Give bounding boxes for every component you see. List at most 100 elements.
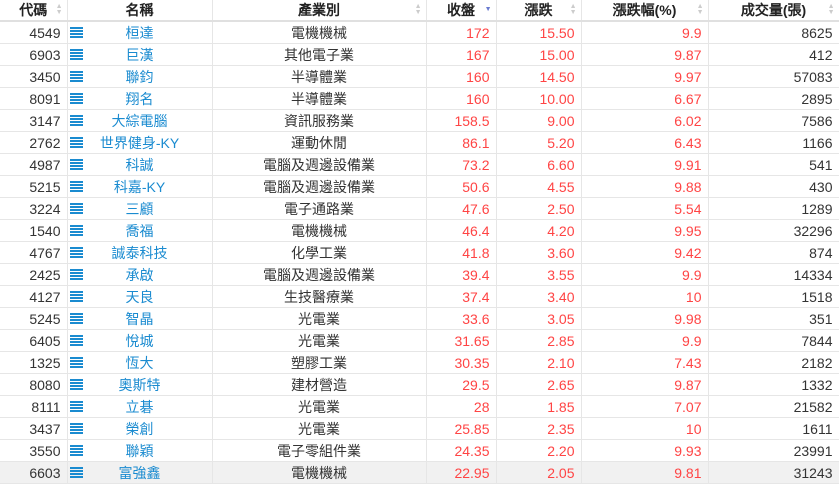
stock-name-link[interactable]: 世界健身-KY bbox=[99, 134, 180, 151]
change-percent: 9.9 bbox=[581, 329, 709, 352]
stock-name-link[interactable]: 三顧 bbox=[125, 200, 154, 217]
stock-name-link[interactable]: 誠泰科技 bbox=[111, 244, 168, 261]
list-icon[interactable] bbox=[69, 401, 83, 412]
change-percent: 9.87 bbox=[581, 43, 709, 66]
volume: 351 bbox=[708, 307, 839, 330]
close-price: 28 bbox=[426, 395, 497, 418]
price-change: 5.20 bbox=[496, 131, 582, 154]
stock-name-link[interactable]: 智晶 bbox=[125, 310, 154, 327]
stock-name-link[interactable]: 天良 bbox=[125, 288, 154, 305]
list-icon[interactable] bbox=[69, 269, 83, 280]
volume: 2895 bbox=[708, 87, 839, 110]
industry: 光電業 bbox=[212, 417, 427, 440]
list-icon[interactable] bbox=[69, 423, 83, 434]
stock-name-link[interactable]: 巨漢 bbox=[125, 46, 154, 63]
table-row: 4549 桓達 電機機械 172 15.50 9.9 8625 bbox=[0, 21, 839, 44]
list-icon[interactable] bbox=[69, 335, 83, 346]
close-price: 37.4 bbox=[426, 285, 497, 308]
volume: 57083 bbox=[708, 65, 839, 88]
list-icon[interactable] bbox=[69, 137, 83, 148]
stock-code: 3550 bbox=[0, 439, 68, 462]
industry: 化學工業 bbox=[212, 241, 427, 264]
stock-name-link[interactable]: 翔名 bbox=[125, 90, 154, 107]
list-icon[interactable] bbox=[69, 203, 83, 214]
stock-name-link[interactable]: 承啟 bbox=[125, 266, 154, 283]
list-icon[interactable] bbox=[69, 247, 83, 258]
change-percent: 9.9 bbox=[581, 21, 709, 44]
stock-name-cell: 巨漢 bbox=[67, 43, 213, 66]
stock-name-link[interactable]: 大綜電腦 bbox=[111, 112, 168, 129]
stock-code: 4767 bbox=[0, 241, 68, 264]
industry: 電子通路業 bbox=[212, 197, 427, 220]
industry: 電腦及週邊設備業 bbox=[212, 263, 427, 286]
price-change: 4.20 bbox=[496, 219, 582, 242]
industry: 光電業 bbox=[212, 307, 427, 330]
stock-name-cell: 世界健身-KY bbox=[67, 131, 213, 154]
stock-code: 5245 bbox=[0, 307, 68, 330]
list-icon[interactable] bbox=[69, 27, 83, 38]
stock-name-link[interactable]: 奧斯特 bbox=[118, 376, 161, 393]
industry: 塑膠工業 bbox=[212, 351, 427, 374]
industry: 建材營造 bbox=[212, 373, 427, 396]
table-row: 4767 誠泰科技 化學工業 41.8 3.60 9.42 874 bbox=[0, 241, 839, 264]
stock-name-link[interactable]: 恆大 bbox=[125, 354, 154, 371]
list-icon[interactable] bbox=[69, 467, 83, 478]
table-row: 6903 巨漢 其他電子業 167 15.00 9.87 412 bbox=[0, 43, 839, 66]
header-close[interactable]: 收盤 ▼ bbox=[426, 0, 497, 22]
list-icon[interactable] bbox=[69, 71, 83, 82]
close-price: 22.95 bbox=[426, 461, 497, 484]
table-row: 3450 聯鈞 半導體業 160 14.50 9.97 57083 bbox=[0, 65, 839, 88]
stock-code: 5215 bbox=[0, 175, 68, 198]
stock-name-link[interactable]: 科誠 bbox=[125, 156, 154, 173]
stock-name-link[interactable]: 聯穎 bbox=[125, 442, 154, 459]
close-price: 172 bbox=[426, 21, 497, 44]
stock-name-link[interactable]: 喬福 bbox=[125, 222, 154, 239]
list-icon[interactable] bbox=[69, 379, 83, 390]
header-volume[interactable]: 成交量(張) ▲ ▼ bbox=[708, 0, 839, 22]
stock-name-link[interactable]: 立碁 bbox=[125, 398, 154, 415]
volume: 21582 bbox=[708, 395, 839, 418]
list-icon[interactable] bbox=[69, 291, 83, 302]
stock-name-link[interactable]: 聯鈞 bbox=[125, 68, 154, 85]
header-change-pct[interactable]: 漲跌幅(%) ▲ ▼ bbox=[581, 0, 709, 22]
list-icon[interactable] bbox=[69, 313, 83, 324]
header-industry[interactable]: 產業別 ▲ ▼ bbox=[212, 0, 427, 22]
header-code[interactable]: 代碼 ▲ ▼ bbox=[0, 0, 68, 22]
close-price: 86.1 bbox=[426, 131, 497, 154]
list-icon[interactable] bbox=[69, 115, 83, 126]
industry: 運動休閒 bbox=[212, 131, 427, 154]
change-percent: 10 bbox=[581, 417, 709, 440]
list-icon[interactable] bbox=[69, 445, 83, 456]
volume: 23991 bbox=[708, 439, 839, 462]
price-change: 14.50 bbox=[496, 65, 582, 88]
stock-name-cell: 立碁 bbox=[67, 395, 213, 418]
close-price: 47.6 bbox=[426, 197, 497, 220]
volume: 430 bbox=[708, 175, 839, 198]
close-price: 158.5 bbox=[426, 109, 497, 132]
stock-code: 6603 bbox=[0, 461, 68, 484]
change-percent: 10 bbox=[581, 285, 709, 308]
list-icon[interactable] bbox=[69, 181, 83, 192]
price-change: 4.55 bbox=[496, 175, 582, 198]
list-icon[interactable] bbox=[69, 357, 83, 368]
list-icon[interactable] bbox=[69, 159, 83, 170]
table-row: 4987 科誠 電腦及週邊設備業 73.2 6.60 9.91 541 bbox=[0, 153, 839, 176]
stock-name-link[interactable]: 科嘉-KY bbox=[113, 178, 166, 195]
stock-name-link[interactable]: 榮創 bbox=[125, 420, 154, 437]
change-percent: 9.97 bbox=[581, 65, 709, 88]
stock-name-link[interactable]: 桓達 bbox=[125, 24, 154, 41]
stock-name-cell: 榮創 bbox=[67, 417, 213, 440]
list-icon[interactable] bbox=[69, 49, 83, 60]
stock-name-link[interactable]: 富強鑫 bbox=[118, 464, 161, 481]
change-percent: 9.87 bbox=[581, 373, 709, 396]
list-icon[interactable] bbox=[69, 225, 83, 236]
stock-name-link[interactable]: 悅城 bbox=[125, 332, 154, 349]
change-percent: 9.9 bbox=[581, 263, 709, 286]
close-price: 41.8 bbox=[426, 241, 497, 264]
list-icon[interactable] bbox=[69, 93, 83, 104]
volume: 7586 bbox=[708, 109, 839, 132]
stock-code: 3437 bbox=[0, 417, 68, 440]
header-change[interactable]: 漲跌 ▲ ▼ bbox=[496, 0, 582, 22]
price-change: 3.40 bbox=[496, 285, 582, 308]
